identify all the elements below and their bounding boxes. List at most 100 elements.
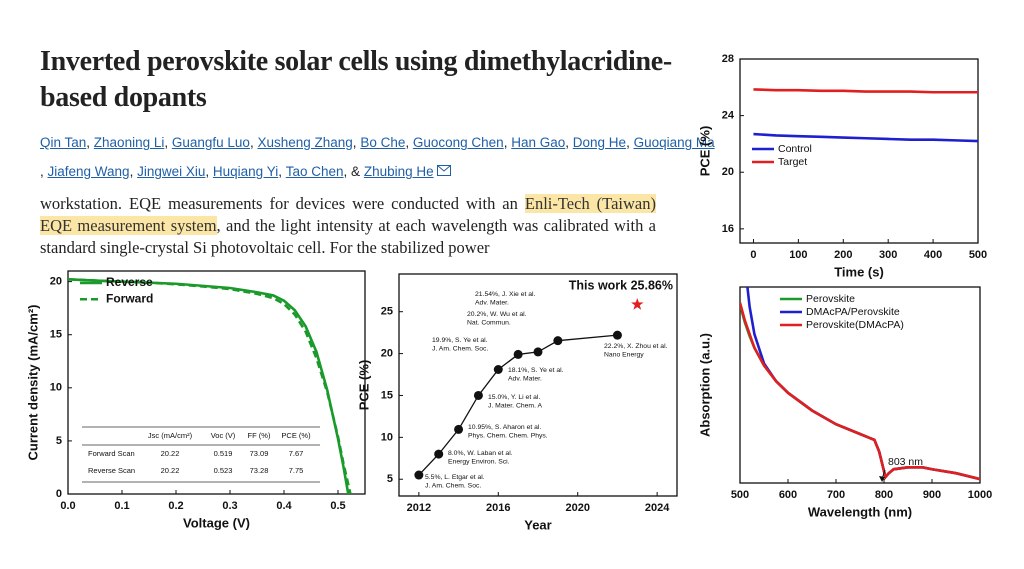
author-link[interactable]: Huqiang Yi — [213, 164, 286, 179]
table-cell: 73.28 — [250, 466, 269, 475]
x-axis-label: Voltage (V) — [183, 515, 250, 530]
x-tick-label: 500 — [731, 489, 749, 501]
mail-icon[interactable] — [436, 165, 451, 176]
data-point — [533, 347, 543, 357]
author-link[interactable]: Guangfu Luo — [172, 135, 258, 150]
annotation: Adv. Mater. — [475, 299, 509, 306]
author-link[interactable]: Jiafeng Wang — [48, 164, 138, 179]
series-line — [740, 302, 980, 481]
series-line — [753, 132, 978, 143]
x-axis-label: Year — [524, 517, 551, 532]
x-tick-label: 2016 — [486, 502, 510, 514]
table-cell: 0.519 — [214, 449, 233, 458]
author-link[interactable]: Jingwei Xiu — [137, 164, 213, 179]
data-point — [414, 470, 424, 480]
legend-label: Control — [778, 143, 812, 155]
highlight-label: This work 25.86% — [569, 278, 673, 292]
x-tick-label: 2024 — [645, 502, 670, 514]
y-tick-label: 0 — [56, 488, 62, 500]
arrow-head — [879, 476, 885, 482]
annotation: J. Mater. Chem. A — [488, 402, 542, 409]
highlight-star — [631, 297, 644, 310]
table-cell: 73.09 — [250, 449, 269, 458]
legend-label: Target — [778, 156, 807, 168]
annotation: Nat. Commun. — [467, 319, 511, 326]
data-point — [553, 336, 563, 346]
y-tick-label: 20 — [722, 166, 734, 178]
annotation: J. Am. Chem. Soc. — [425, 482, 481, 489]
legend-label: DMAcPA/Perovskite — [806, 306, 900, 318]
author-list: Qin TanZhaoning LiGuangfu LuoXusheng Zha… — [40, 128, 720, 186]
plot-frame — [398, 273, 678, 497]
table-header: Jsc (mA/cm²) — [148, 431, 193, 440]
y-tick-label: 16 — [722, 223, 734, 235]
plot-area — [68, 277, 352, 494]
y-axis-label: Absorption (a.u.) — [697, 333, 712, 437]
annotation: 803 nm — [888, 456, 923, 468]
y-tick-label: 10 — [381, 431, 393, 443]
x-tick-label: 2012 — [407, 502, 431, 514]
annotation: 18.1%, S. Ye et al. — [508, 367, 564, 374]
x-tick-label: 400 — [924, 249, 942, 261]
plot-area — [740, 287, 980, 481]
y-tick-label: 24 — [722, 110, 735, 122]
author-link[interactable]: Bo Che — [360, 135, 413, 150]
x-tick-label: 500 — [969, 249, 987, 261]
x-tick-label: 900 — [923, 489, 941, 501]
y-tick-label: 28 — [722, 53, 734, 65]
table-cell: Forward Scan — [88, 449, 135, 458]
plot-frame — [739, 286, 981, 484]
author-link[interactable]: Guoqiang Ma — [40, 135, 715, 179]
annotation: 8.0%, W. Laban et al. — [448, 450, 513, 457]
y-tick-label: 5 — [56, 435, 62, 447]
x-tick-label: 800 — [875, 489, 893, 501]
table-header: FF (%) — [248, 431, 271, 440]
x-tick-label: 600 — [779, 489, 797, 501]
y-axis-label: PCE (%) — [697, 126, 712, 177]
table-cell: Reverse Scan — [88, 466, 135, 475]
plot-frame — [67, 270, 366, 495]
y-tick-label: 20 — [50, 276, 62, 288]
series-line — [753, 88, 978, 94]
y-tick-label: 15 — [381, 389, 393, 401]
x-tick-label: 0.2 — [168, 500, 183, 512]
author-link[interactable]: Tao Chen — [286, 164, 351, 179]
series-line — [68, 277, 350, 494]
table-cell: 7.75 — [289, 466, 304, 475]
annotation: 5.5%, L. Etgar et al. — [425, 474, 485, 481]
text: workstation. EQE measurements for device… — [40, 194, 525, 213]
x-tick-label: 300 — [879, 249, 897, 261]
author-link[interactable]: Xusheng Zhang — [257, 135, 360, 150]
plot-area — [753, 88, 978, 143]
data-point — [513, 349, 523, 359]
data-point — [473, 390, 483, 400]
x-tick-label: 0.0 — [60, 500, 75, 512]
paragraph: workstation. EQE measurements for device… — [40, 193, 656, 259]
table-header: PCE (%) — [281, 431, 311, 440]
y-tick-label: 20 — [381, 347, 393, 359]
x-tick-label: 0.1 — [114, 500, 129, 512]
author-link[interactable]: Zhaoning Li — [94, 135, 172, 150]
x-tick-label: 0.3 — [222, 500, 237, 512]
series-line — [740, 304, 980, 481]
author-link[interactable]: Zhubing He — [363, 164, 434, 179]
author-link[interactable]: Guocong Chen — [413, 135, 511, 150]
annotation: 20.2%, W. Wu et al. — [467, 311, 527, 318]
x-tick-label: 100 — [789, 249, 807, 261]
author-link[interactable]: Qin Tan — [40, 135, 94, 150]
data-point — [454, 424, 464, 434]
legend-label: Perovskite — [806, 293, 855, 305]
x-axis-label: Wavelength (nm) — [808, 504, 912, 519]
annotation: 21.54%, J. Xie et al. — [475, 291, 536, 298]
series-line — [746, 287, 980, 481]
annotation: Nano Energy — [604, 351, 644, 358]
table-cell: 20.22 — [161, 466, 180, 475]
author-link[interactable]: Han Gao — [511, 135, 573, 150]
author-link[interactable]: Dong He — [573, 135, 634, 150]
connector: & — [351, 164, 361, 179]
annotation: Adv. Mater. — [508, 375, 542, 382]
table-cell: 20.22 — [161, 449, 180, 458]
x-tick-label: 200 — [834, 249, 852, 261]
